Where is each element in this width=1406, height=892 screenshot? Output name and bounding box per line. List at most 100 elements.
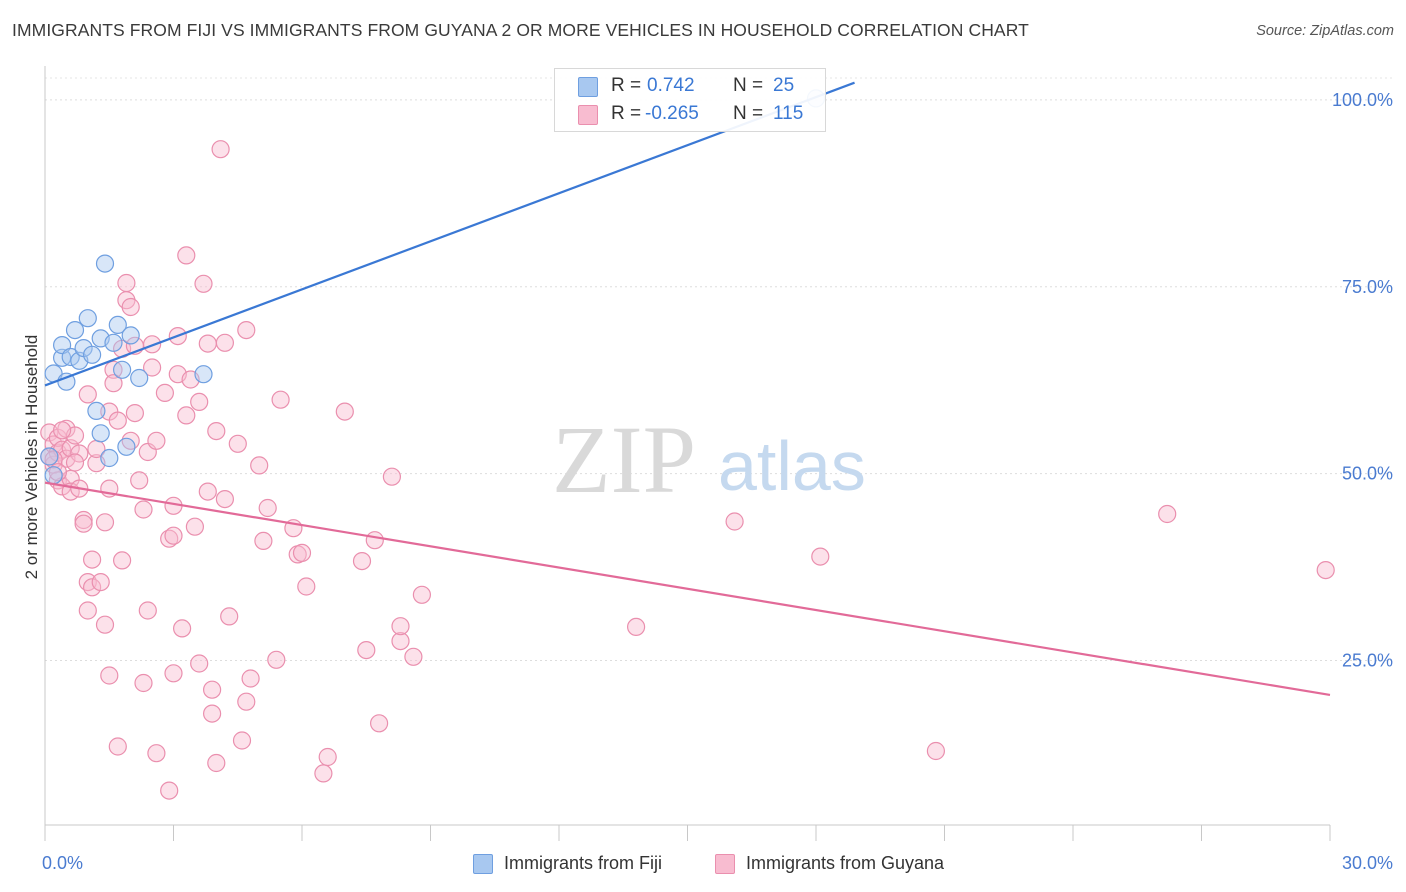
data-point-guyana: [185, 517, 204, 536]
data-point-guyana: [271, 390, 290, 409]
series-legend: Immigrants from Fiji Immigrants from Guy…: [0, 852, 1406, 876]
data-point-guyana: [100, 666, 119, 685]
data-point-fiji: [112, 360, 132, 379]
legend-r-value-fiji: 0.742: [647, 75, 695, 96]
data-point-guyana: [1316, 560, 1335, 580]
data-point-guyana: [1158, 504, 1177, 524]
legend-swatch-guyana: [578, 105, 598, 125]
legend-r-label: R =: [611, 103, 642, 124]
data-point-fiji: [130, 368, 149, 388]
data-point-guyana: [198, 482, 217, 501]
data-point-fiji: [117, 437, 136, 456]
data-point-guyana: [237, 692, 256, 711]
data-point-guyana: [190, 392, 209, 411]
data-point-guyana: [138, 601, 157, 620]
data-point-guyana: [203, 704, 222, 723]
watermark: ZIP atlas: [552, 406, 866, 513]
data-point-guyana: [215, 490, 234, 509]
chart-title: IMMIGRANTS FROM FIJI VS IMMIGRANTS FROM …: [12, 20, 1029, 40]
series-guyana: [40, 140, 1335, 800]
data-point-guyana: [173, 619, 192, 638]
trend-lines: [44, 81, 1331, 697]
data-point-guyana: [335, 402, 354, 421]
x-tick-label: 30.0%: [1342, 853, 1393, 873]
data-point-guyana: [370, 714, 389, 733]
data-point-guyana: [108, 737, 127, 756]
data-point-fiji: [194, 365, 213, 384]
data-point-guyana: [177, 246, 196, 265]
data-point-guyana: [391, 617, 410, 636]
legend-swatch-fiji: [473, 854, 493, 874]
data-point-fiji: [65, 321, 85, 340]
data-point-guyana: [314, 764, 333, 783]
data-point-guyana: [391, 631, 410, 651]
legend-n-value-fiji: 25: [773, 75, 795, 96]
tick-labels: 25.0% 50.0% 75.0% 100.0% 0.0% 30.0%: [42, 90, 1393, 873]
legend-n-label: N =: [733, 75, 764, 96]
data-point-guyana: [297, 577, 316, 596]
data-point-guyana: [725, 512, 744, 531]
legend-row-fiji: R = 0.742 N = 25: [555, 72, 825, 100]
data-point-guyana: [112, 551, 132, 570]
data-point-guyana: [52, 421, 72, 440]
data-point-guyana: [232, 731, 252, 750]
data-point-guyana: [74, 514, 93, 533]
data-point-guyana: [211, 140, 230, 159]
y-tick-label: 25.0%: [1342, 651, 1393, 671]
data-point-guyana: [95, 615, 115, 634]
data-point-guyana: [215, 333, 234, 352]
legend-swatch-fiji: [578, 77, 598, 97]
legend-row-guyana: R = -0.265 N = 115: [555, 100, 825, 128]
data-point-guyana: [357, 640, 376, 660]
data-point-guyana: [108, 411, 127, 430]
legend-n-value-guyana: 115: [773, 103, 804, 124]
data-point-guyana: [241, 669, 260, 688]
data-point-guyana: [164, 664, 183, 683]
data-point-guyana: [78, 601, 97, 620]
data-point-guyana: [382, 467, 401, 486]
data-point-fiji: [108, 315, 127, 334]
data-point-guyana: [220, 607, 239, 626]
data-point-guyana: [104, 374, 123, 393]
series-fiji: [40, 89, 826, 485]
data-point-guyana: [198, 334, 217, 353]
data-point-guyana: [267, 650, 286, 669]
data-point-fiji: [100, 448, 119, 468]
legend-swatch-guyana: [715, 854, 735, 874]
data-point-guyana: [70, 444, 89, 463]
data-point-guyana: [121, 297, 140, 317]
legend-n-label: N =: [733, 103, 764, 124]
legend-r-label: R =: [611, 75, 642, 96]
x-tick-label: 0.0%: [42, 853, 83, 873]
data-point-guyana: [164, 526, 183, 545]
data-point-fiji: [44, 466, 63, 485]
data-point-guyana: [626, 617, 646, 637]
data-point-fiji: [104, 333, 123, 352]
data-point-guyana: [91, 572, 110, 592]
data-point-fiji: [61, 347, 80, 367]
data-point-fiji: [95, 254, 115, 273]
y-tick-label: 50.0%: [1342, 464, 1393, 484]
source-label: Source: ZipAtlas.com: [1256, 23, 1394, 39]
correlation-legend: R = 0.742 N = 25 R = -0.265 N = 115: [554, 68, 826, 132]
data-point-guyana: [365, 531, 384, 550]
data-point-fiji: [78, 309, 97, 328]
data-point-guyana: [318, 747, 337, 767]
data-point-guyana: [926, 741, 946, 761]
data-point-guyana: [207, 753, 226, 773]
data-point-guyana: [155, 383, 174, 402]
data-point-guyana: [203, 680, 222, 699]
data-point-guyana: [292, 543, 312, 563]
data-point-fiji: [91, 424, 110, 443]
data-point-guyana: [82, 550, 102, 569]
watermark-zip: ZIP: [552, 406, 696, 513]
legend-label-guyana: Immigrants from Guyana: [746, 853, 945, 873]
data-point-fiji: [40, 447, 59, 466]
watermark-atlas: atlas: [718, 427, 866, 505]
data-point-guyana: [194, 274, 213, 293]
data-point-guyana: [147, 431, 166, 450]
y-tick-label: 100.0%: [1332, 90, 1393, 110]
data-point-guyana: [237, 321, 256, 340]
data-point-guyana: [254, 531, 273, 551]
data-point-fiji: [121, 326, 140, 345]
